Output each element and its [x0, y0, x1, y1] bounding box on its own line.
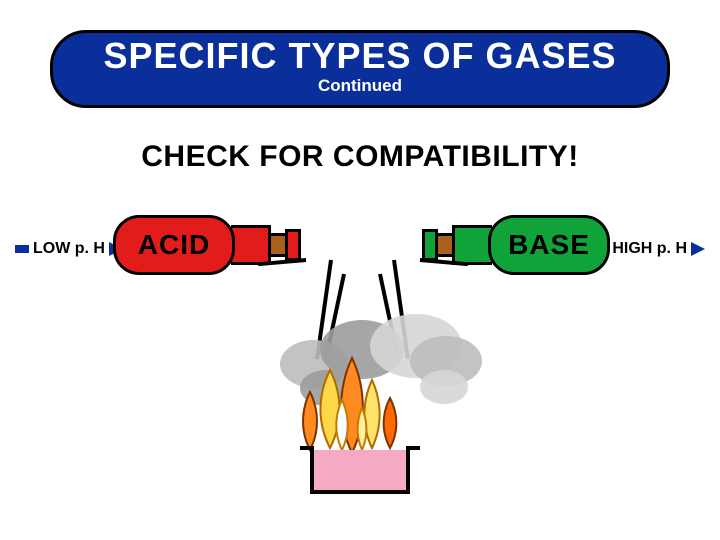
acid-bottle-neck: [268, 233, 288, 257]
base-bottle-body: BASE: [488, 215, 610, 275]
high-ph-label: HIGH p. H: [612, 240, 687, 258]
low-ph-label: LOW p. H: [33, 240, 105, 258]
base-bottle-shoulder: [452, 225, 492, 265]
flame-icon: [384, 398, 397, 448]
reaction-area: [240, 310, 480, 510]
high-ph-label-group: HIGH p. H: [594, 240, 705, 258]
acid-bottle-body: ACID: [113, 215, 235, 275]
base-bottle-label: BASE: [508, 229, 590, 261]
arrow-right-icon-2: [691, 242, 705, 256]
flame-icon: [303, 392, 317, 450]
acid-bottle-shoulder: [231, 225, 271, 265]
arrow-left-tail: [15, 245, 29, 253]
title-banner: SPECIFIC TYPES OF GASES Continued: [50, 30, 670, 108]
flame-icon: [336, 400, 347, 450]
acid-bottle: ACID: [113, 215, 303, 275]
title-subtitle: Continued: [318, 76, 402, 96]
base-bottle: BASE: [420, 215, 610, 275]
acid-bottle-label: ACID: [138, 229, 210, 261]
title-main: SPECIFIC TYPES OF GASES: [103, 38, 616, 74]
subtitle-text: CHECK FOR COMPATIBILITY!: [0, 140, 720, 174]
low-ph-label-group: LOW p. H: [15, 240, 123, 258]
flame-icon: [358, 408, 367, 450]
beaker-icon: [310, 450, 410, 494]
